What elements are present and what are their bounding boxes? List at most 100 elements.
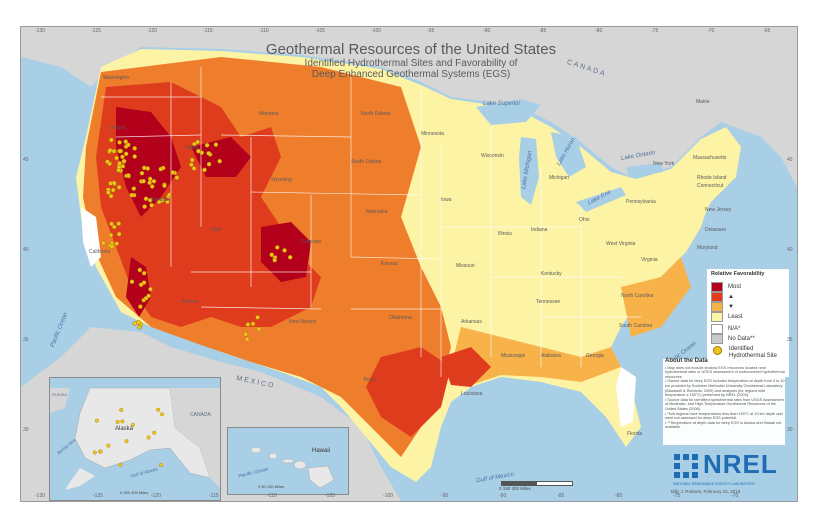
top-longitude-tick: -100 bbox=[371, 28, 382, 34]
state-delaware: Delaware bbox=[705, 227, 727, 233]
right-latitude-tick: 40 bbox=[787, 247, 793, 253]
state-maine: Maine bbox=[696, 99, 710, 105]
about-bullet-5: • **Temperature at depth data for deep E… bbox=[665, 420, 782, 430]
hydrothermal-site bbox=[116, 231, 122, 237]
hydrothermal-site bbox=[282, 248, 287, 253]
alaska-hydrothermal-site bbox=[94, 418, 99, 423]
state-south-carolina: South Carolina bbox=[619, 323, 653, 329]
hydrothermal-site bbox=[129, 279, 135, 285]
hydrothermal-site bbox=[107, 148, 113, 153]
hydrothermal-site bbox=[123, 151, 129, 157]
bottom-longitude-tick: -110 bbox=[267, 493, 277, 499]
about-bullet-3: • Source data for identified hydrotherma… bbox=[665, 397, 784, 411]
hydrothermal-site bbox=[129, 192, 135, 198]
left-latitude-tick: 40 bbox=[23, 247, 29, 253]
favorability-high-texas bbox=[366, 347, 451, 437]
legend-title: Relative Favorability bbox=[711, 271, 765, 277]
hydrothermal-site bbox=[132, 146, 137, 151]
top-longitude-tick: -70 bbox=[707, 28, 715, 34]
nrel-tagline: NATIONAL RENEWABLE ENERGY LABORATORY bbox=[673, 482, 756, 486]
state-west-virginia: West Virginia bbox=[606, 241, 636, 247]
hydrothermal-site bbox=[174, 175, 180, 180]
hydrothermal-site bbox=[244, 336, 250, 342]
bottom-longitude-tick: -70 bbox=[731, 493, 739, 499]
state-tennessee: Tennessee bbox=[536, 299, 561, 305]
state-north-dakota: North Dakota bbox=[361, 111, 391, 117]
bottom-longitude-tick: -75 bbox=[673, 493, 681, 499]
hydrothermal-site bbox=[191, 166, 197, 171]
hydrothermal-site bbox=[202, 167, 207, 173]
state-idaho: Idaho bbox=[186, 145, 199, 151]
state-wisconsin: Wisconsin bbox=[481, 153, 504, 159]
main-scale-label: 0 150 300 Miles bbox=[499, 486, 531, 491]
top-longitude-tick: -95 bbox=[427, 28, 435, 34]
hydrothermal-site bbox=[217, 158, 222, 164]
hydrothermal-site bbox=[108, 232, 114, 238]
hydrothermal-site bbox=[125, 142, 131, 148]
state-connecticut: Connecticut bbox=[697, 183, 724, 189]
hydrothermal-site bbox=[139, 170, 145, 176]
state-washington: Washington bbox=[103, 75, 130, 81]
state-rhode-island: Rhode Island bbox=[697, 175, 727, 181]
hydrothermal-site bbox=[189, 157, 195, 163]
hydrothermal-site bbox=[272, 257, 277, 263]
state-michigan: Michigan bbox=[549, 175, 570, 181]
alaska-sites bbox=[92, 407, 164, 467]
conus-map bbox=[21, 27, 797, 501]
top-longitude-tick: -115 bbox=[203, 28, 213, 34]
arrow-down-icon: ▼ bbox=[728, 304, 734, 310]
legend-nodata: No Data** bbox=[711, 334, 755, 344]
hydrothermal-site bbox=[109, 244, 115, 249]
hydrothermal-site bbox=[141, 178, 146, 184]
hawaii-label: Hawaii bbox=[312, 448, 331, 454]
state-new-jersey: New Jersey bbox=[705, 207, 732, 213]
hydrothermal-site bbox=[195, 139, 200, 145]
hydrothermal-site bbox=[255, 315, 260, 320]
hydrothermal-site bbox=[148, 286, 153, 292]
map-frame: Geothermal Resources of the United State… bbox=[20, 26, 798, 502]
state-south-dakota: South Dakota bbox=[351, 159, 382, 165]
alaska-hydrothermal-site bbox=[92, 450, 97, 455]
state-illinois: Illinois bbox=[498, 231, 512, 237]
state-oklahoma: Oklahoma bbox=[389, 315, 412, 321]
hydrothermal-site bbox=[204, 142, 210, 148]
label-superior: Lake Superior bbox=[483, 101, 521, 107]
state-maryland: Maryland bbox=[697, 245, 718, 251]
alaska-hydrothermal-site bbox=[115, 419, 120, 424]
about-bullet-2: • Source data for deep EGS includes temp… bbox=[665, 379, 785, 398]
top-longitude-tick: -90 bbox=[483, 28, 491, 34]
lake-ontario bbox=[626, 163, 663, 177]
hydrothermal-site bbox=[108, 137, 114, 143]
state-colorado: Colorado bbox=[301, 239, 322, 245]
state-oregon: Oregon bbox=[109, 125, 126, 131]
state-mississippi: Mississippi bbox=[501, 353, 526, 359]
state-indiana: Indiana bbox=[531, 227, 548, 233]
legend-na-label: N/A* bbox=[728, 326, 741, 332]
state-montana: Montana bbox=[259, 111, 279, 117]
hydrothermal-site bbox=[151, 178, 157, 184]
hydrothermal-site bbox=[149, 202, 154, 208]
hydrothermal-site bbox=[123, 139, 129, 144]
hydrothermal-site bbox=[109, 221, 114, 227]
hydrothermal-site bbox=[166, 192, 172, 198]
state-minnesota: Minnesota bbox=[421, 131, 445, 137]
top-longitude-tick: -85 bbox=[539, 28, 547, 34]
hydrothermal-site bbox=[141, 165, 147, 171]
lake-huron bbox=[551, 132, 586, 177]
bottom-longitude-tick: -85 bbox=[557, 493, 565, 499]
hydrothermal-site bbox=[287, 254, 293, 260]
hydrothermal-site bbox=[106, 190, 111, 195]
state-california: California bbox=[89, 249, 111, 255]
left-latitude-tick: 45 bbox=[23, 157, 29, 163]
hydrothermal-site bbox=[147, 180, 152, 186]
bottom-longitude-tick: -100 bbox=[383, 493, 394, 499]
hydrothermal-site bbox=[149, 184, 155, 189]
hydrothermal-site bbox=[147, 176, 153, 182]
lake-erie bbox=[576, 187, 626, 212]
left-latitude-tick: 35 bbox=[23, 337, 29, 343]
hydrothermal-site bbox=[141, 270, 147, 276]
hydrothermal-site bbox=[146, 293, 151, 299]
alaska-hydrothermal-site bbox=[118, 462, 123, 467]
legend-mid: ▼ bbox=[711, 302, 734, 312]
site-dot-icon bbox=[713, 346, 722, 355]
